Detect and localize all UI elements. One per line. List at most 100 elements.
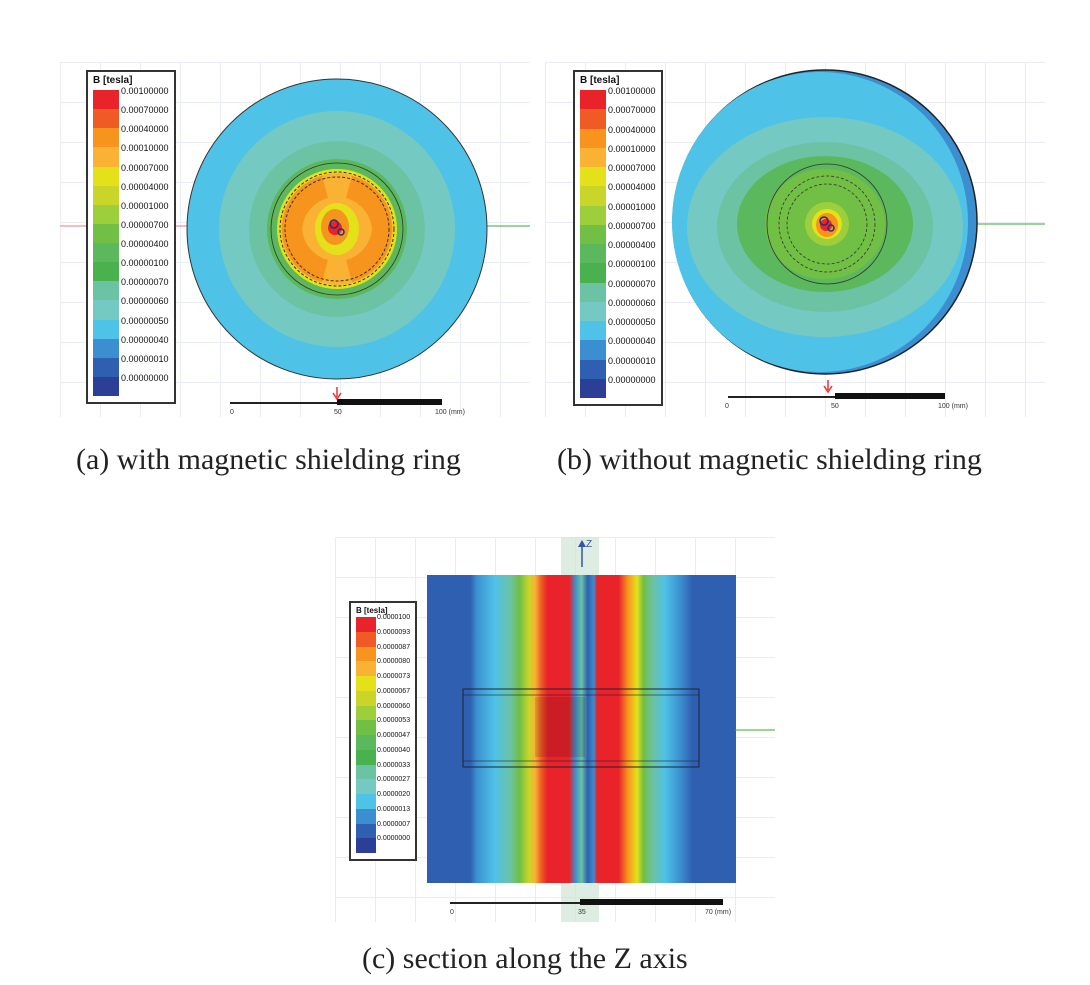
legend-entry: 0.00010000 <box>575 144 661 167</box>
legend-swatch <box>356 749 376 765</box>
legend-swatch <box>580 205 606 225</box>
legend-entry: 0.00040000 <box>88 124 174 148</box>
legend-label: 0.00010000 <box>121 143 169 154</box>
legend-entry: 0.00000060 <box>88 296 174 320</box>
legend-c: B [tesla] 0.0000100 0.0000093 0.0000087 0.0… <box>349 601 417 861</box>
legend-entry: 0.0000060 <box>351 702 415 721</box>
legend-label: 0.00004000 <box>121 181 169 192</box>
scale-tick-0: 0 <box>450 909 454 916</box>
legend-entry: 0.00000100 <box>575 259 661 283</box>
legend-swatch <box>356 823 376 839</box>
legend-entry: 0.0000080 <box>351 658 415 676</box>
legend-swatch <box>356 646 376 662</box>
legend-swatch <box>356 838 376 853</box>
legend-entry: 0.0000053 <box>351 717 415 735</box>
legend-swatch <box>93 147 119 167</box>
legend-label: 0.00000400 <box>121 239 169 249</box>
legend-swatch <box>580 301 606 321</box>
legend-entry: 0.00100000 <box>575 86 661 110</box>
legend-entry: 0.0000100 <box>351 614 415 632</box>
legend-swatch <box>93 281 119 301</box>
legend-entry: 0.0000093 <box>351 629 415 647</box>
caption-a: (a) with magnetic shielding ring <box>76 443 461 476</box>
legend-entry: 0.00000070 <box>575 279 661 302</box>
legend-entry: 0.00001000 <box>88 201 174 224</box>
legend-label: 0.00000070 <box>608 278 656 289</box>
legend-label: 0.0000040 <box>377 746 411 754</box>
legend-swatch <box>580 128 606 148</box>
panel-a: 0 50 100 (mm) B [tesla] 0.00100000 0.0007… <box>60 62 530 417</box>
legend-entry: 0.00000010 <box>88 354 174 377</box>
scale-tick-50: 50 <box>831 403 839 410</box>
scale-tick-70: 70 (mm) <box>705 909 732 916</box>
legend-swatch <box>93 90 119 110</box>
legend-swatch <box>580 282 606 302</box>
legend-label: 0.00000060 <box>608 297 656 308</box>
legend-label: 0.00007000 <box>121 162 169 173</box>
legend-title: B [tesla] <box>356 606 388 615</box>
scale-tick-35: 35 <box>578 909 586 916</box>
legend-swatch <box>93 338 119 358</box>
legend-swatch <box>356 720 376 735</box>
legend-entry: 0.00000010 <box>575 356 661 379</box>
scale-tick-50: 50 <box>334 409 342 416</box>
field-plot-a <box>60 78 530 405</box>
legend-entry: 0.00000050 <box>575 317 661 341</box>
legend-swatch <box>93 300 119 320</box>
axis-label-z: Z <box>586 539 593 550</box>
scale-tick-0: 0 <box>230 409 234 416</box>
legend-label: 0.00100000 <box>608 86 656 96</box>
legend-label: 0.00000070 <box>121 277 169 288</box>
legend-label: 0.00001000 <box>608 201 656 212</box>
legend-swatch <box>93 262 119 282</box>
legend-swatch <box>93 376 119 396</box>
legend-entry: 0.0000047 <box>351 732 415 750</box>
legend-label: 0.00000010 <box>121 353 169 364</box>
legend-title: B [tesla] <box>93 75 133 86</box>
caption-b: (b) without magnetic shielding ring <box>557 443 982 476</box>
legend-label: 0.00000060 <box>121 296 169 307</box>
legend-label: 0.00004000 <box>608 182 656 193</box>
legend-entry: 0.00004000 <box>575 182 661 206</box>
field-plot-b <box>672 69 1045 399</box>
legend-swatch <box>356 779 376 794</box>
legend-entry: 0.0000020 <box>351 791 415 809</box>
legend-label: 0.00000050 <box>608 317 656 327</box>
legend-label: 0.0000027 <box>377 776 411 784</box>
legend-label: 0.00070000 <box>121 105 169 116</box>
legend-label: 0.00000040 <box>121 334 169 345</box>
legend-entry: 0.00000040 <box>88 335 174 358</box>
legend-swatch <box>580 147 606 167</box>
legend-swatch <box>580 340 606 360</box>
legend-label: 0.0000060 <box>377 702 411 710</box>
legend-label: 0.0000000 <box>377 835 411 843</box>
legend-label: 0.0000073 <box>377 673 411 680</box>
legend-b: B [tesla] 0.00100000 0.00070000 0.00040000… <box>573 70 663 406</box>
legend-label: 0.00010000 <box>608 143 656 154</box>
legend-label: 0.00000400 <box>608 240 656 250</box>
legend-swatch <box>580 359 606 379</box>
legend-swatch <box>580 244 606 264</box>
legend-label: 0.00000700 <box>608 220 656 231</box>
legend-label: 0.00000010 <box>608 355 656 366</box>
legend-label: 0.0000100 <box>377 614 411 621</box>
legend-swatch <box>356 764 376 780</box>
legend-label: 0.00000000 <box>608 374 656 385</box>
legend-entry: 0.00000700 <box>88 220 174 243</box>
legend-entry: 0.00000400 <box>88 239 174 263</box>
legend-entry: 0.00000000 <box>88 373 174 396</box>
legend-label: 0.00001000 <box>121 200 169 211</box>
legend-entry: 0.00010000 <box>88 143 174 167</box>
legend-swatch <box>580 90 606 110</box>
legend-swatch <box>356 705 376 721</box>
legend-label: 0.00000040 <box>608 336 656 347</box>
legend-entry: 0.0000087 <box>351 644 415 662</box>
legend-label: 0.00000700 <box>121 219 169 230</box>
legend-swatch <box>580 378 606 398</box>
legend-entry: 0.0000073 <box>351 673 415 691</box>
legend-swatch <box>93 357 119 377</box>
legend-swatch <box>580 224 606 244</box>
caption-c: (c) section along the Z axis <box>362 942 688 975</box>
legend-entry: 0.00040000 <box>575 125 661 148</box>
legend-entry: 0.00000060 <box>575 298 661 321</box>
